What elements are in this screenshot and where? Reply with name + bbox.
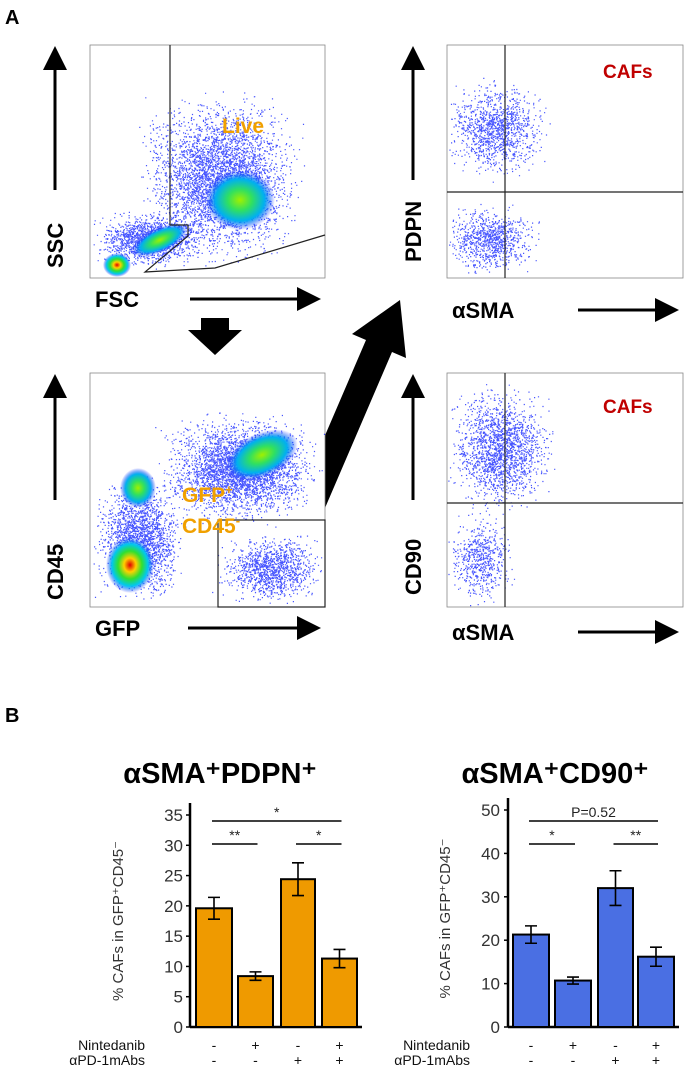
significance-label: * <box>274 804 280 820</box>
condition-sign: - <box>212 1037 217 1053</box>
down-arrow-icon <box>188 318 242 355</box>
condition-sign: - <box>253 1052 258 1068</box>
y-tick-label: 40 <box>481 844 500 863</box>
condition-sign: - <box>571 1052 576 1068</box>
gate-label-cafs: CAFs <box>603 397 653 418</box>
y-axis-label: CD45 <box>43 544 68 600</box>
condition-label: αPD-1mAbs <box>394 1052 470 1068</box>
gate-label-cd45: CD45- <box>182 513 240 538</box>
bar <box>637 955 675 1029</box>
scatter-dots <box>449 77 551 274</box>
bar <box>554 979 592 1029</box>
x-axis-label: FSC <box>95 287 139 312</box>
condition-label: Nintedanib <box>78 1037 145 1053</box>
event-dots <box>448 384 556 516</box>
significance-label: P=0.52 <box>571 804 616 820</box>
bar <box>597 887 634 1028</box>
y-tick-label: 0 <box>174 1018 183 1037</box>
bar-chart-asma-cd90: αSMA⁺CD90⁺ % CAFs in GFP⁺CD45⁻ 0 10 20 30 40 50… <box>394 758 679 1068</box>
y-tick-label: 5 <box>174 988 183 1007</box>
gfp-cd45-gate <box>217 519 326 608</box>
y-axis-label: SSC <box>43 223 68 268</box>
y-tick-label: 30 <box>481 888 500 907</box>
scatter-dots <box>448 384 556 607</box>
x-axis-label: αSMA <box>452 620 515 645</box>
error-bar <box>525 925 537 945</box>
population-blob <box>226 429 298 481</box>
y-tick-label: 15 <box>164 927 183 946</box>
event-dots <box>449 203 540 274</box>
condition-sign: + <box>294 1052 302 1068</box>
y-axis-label: % CAFs in GFP⁺CD45⁻ <box>110 841 127 1001</box>
significance-label: ** <box>229 827 240 843</box>
flow-plot-fsc-ssc: Live SSC FSC <box>43 44 326 312</box>
y-axis-label: % CAFs in GFP⁺CD45⁻ <box>437 838 454 998</box>
chart-title: αSMA⁺CD90⁺ <box>461 758 648 790</box>
bar <box>512 933 550 1028</box>
event-dots <box>449 77 551 183</box>
significance-label: ** <box>630 827 641 843</box>
y-axis-label: CD90 <box>401 539 426 595</box>
error-bar <box>208 896 220 920</box>
condition-sign: + <box>335 1052 343 1068</box>
condition-sign: - <box>529 1052 534 1068</box>
condition-sign: - <box>296 1037 301 1053</box>
error-bar <box>650 946 662 968</box>
condition-label: αPD-1mAbs <box>69 1052 145 1068</box>
flow-plot-asma-pdpn: CAFs PDPN αSMA <box>401 44 684 323</box>
panel-label-b: B <box>5 705 19 727</box>
chart-title: αSMA⁺PDPN⁺ <box>123 758 316 790</box>
condition-sign: + <box>251 1037 259 1053</box>
bar <box>321 957 358 1028</box>
error-bar <box>333 948 346 969</box>
y-tick-label: 25 <box>164 867 183 886</box>
condition-sign: + <box>611 1052 619 1068</box>
y-tick-label: 20 <box>164 897 183 916</box>
significance-label: * <box>316 827 322 843</box>
gate-label-cafs: CAFs <box>603 62 653 83</box>
x-axis-label: αSMA <box>452 298 515 323</box>
condition-sign: - <box>212 1052 217 1068</box>
condition-sign: + <box>652 1037 660 1053</box>
condition-sign: - <box>613 1037 618 1053</box>
y-tick-label: 0 <box>491 1018 500 1037</box>
condition-sign: - <box>529 1037 534 1053</box>
error-bar <box>567 976 579 985</box>
event-dots <box>448 513 516 607</box>
event-dots <box>212 535 323 604</box>
population-blob <box>205 170 275 230</box>
y-tick-label: 20 <box>481 931 500 950</box>
y-tick-label: 10 <box>481 975 500 994</box>
y-axis-label: PDPN <box>401 201 426 262</box>
condition-sign: + <box>335 1037 343 1053</box>
y-tick-label: 10 <box>164 957 183 976</box>
live-gate <box>143 45 326 273</box>
population-blob <box>106 537 154 593</box>
error-bar <box>609 869 622 907</box>
bar-chart-asma-pdpn: αSMA⁺PDPN⁺ % CAFs in GFP⁺CD45⁻ 0 5 10 15 20 25 3… <box>69 758 362 1068</box>
significance-label: * <box>549 827 555 843</box>
y-tick-label: 50 <box>481 801 500 820</box>
error-bar <box>292 862 304 897</box>
y-tick-label: 30 <box>164 836 183 855</box>
population-blob <box>132 223 188 257</box>
population-blob <box>103 253 131 277</box>
bar <box>195 907 233 1029</box>
condition-sign: + <box>652 1052 660 1068</box>
y-tick-label: 35 <box>164 806 183 825</box>
condition-label: Nintedanib <box>403 1037 470 1053</box>
x-axis-label: GFP <box>95 616 140 641</box>
flow-plot-gfp-cd45: GFP+ CD45- CD45 GFP <box>43 372 326 641</box>
population-blob <box>120 468 156 508</box>
gate-label-live: Live <box>222 115 264 138</box>
panel-label-a: A <box>5 7 19 29</box>
flow-plot-asma-cd90: CAFs CD90 αSMA <box>401 372 684 645</box>
bar <box>237 975 274 1028</box>
gate-label-gfp: GFP+ <box>182 482 233 507</box>
error-bar <box>249 971 262 982</box>
condition-sign: + <box>569 1037 577 1053</box>
bar <box>280 878 316 1028</box>
